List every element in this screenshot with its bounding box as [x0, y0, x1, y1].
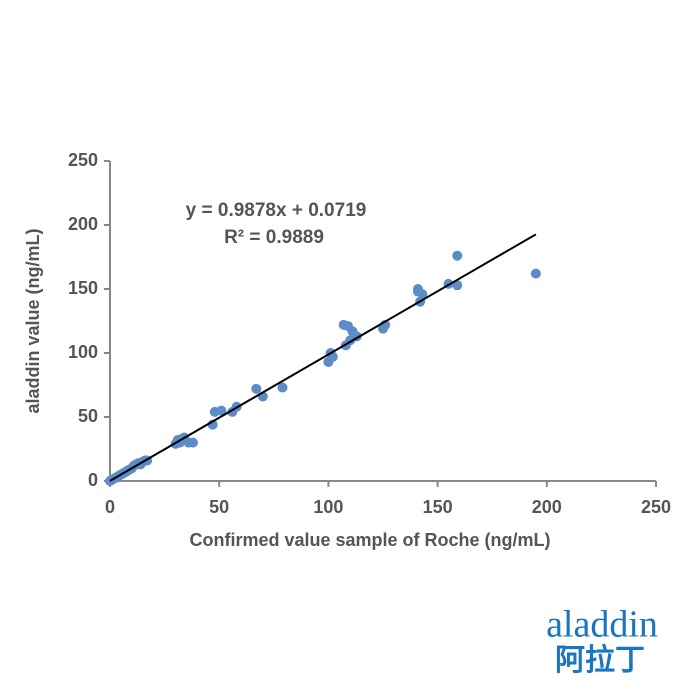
point	[251, 383, 262, 394]
r-squared: R² = 0.9889	[224, 227, 324, 248]
y-tick-label: 0	[88, 470, 98, 490]
point	[277, 382, 288, 393]
point	[530, 268, 541, 279]
point	[216, 405, 227, 416]
y-tick-label: 250	[68, 150, 98, 170]
x-tick-label: 50	[209, 497, 229, 517]
point	[452, 250, 463, 261]
y-tick-label: 150	[68, 278, 98, 298]
y-tick-label: 50	[78, 406, 98, 426]
x-tick-label: 100	[313, 497, 343, 517]
x-tick-label: 150	[423, 497, 453, 517]
fit-line	[109, 233, 537, 482]
point	[187, 437, 198, 448]
logo-latin: aladdin	[546, 604, 658, 646]
point	[417, 289, 428, 300]
y-axis-label: aladdin value (ng/mL)	[23, 228, 43, 413]
y-tick-label: 100	[68, 342, 98, 362]
x-tick-label: 200	[532, 497, 562, 517]
logo-chinese: 阿拉丁	[555, 643, 645, 677]
x-axis-label: Confirmed value sample of Roche (ng/mL)	[189, 530, 550, 550]
x-tick-label: 250	[641, 497, 671, 517]
y-tick-label: 200	[68, 214, 98, 234]
x-tick-label: 0	[105, 497, 115, 517]
point	[452, 280, 463, 291]
equation: y = 0.9878x + 0.0719	[186, 200, 367, 221]
